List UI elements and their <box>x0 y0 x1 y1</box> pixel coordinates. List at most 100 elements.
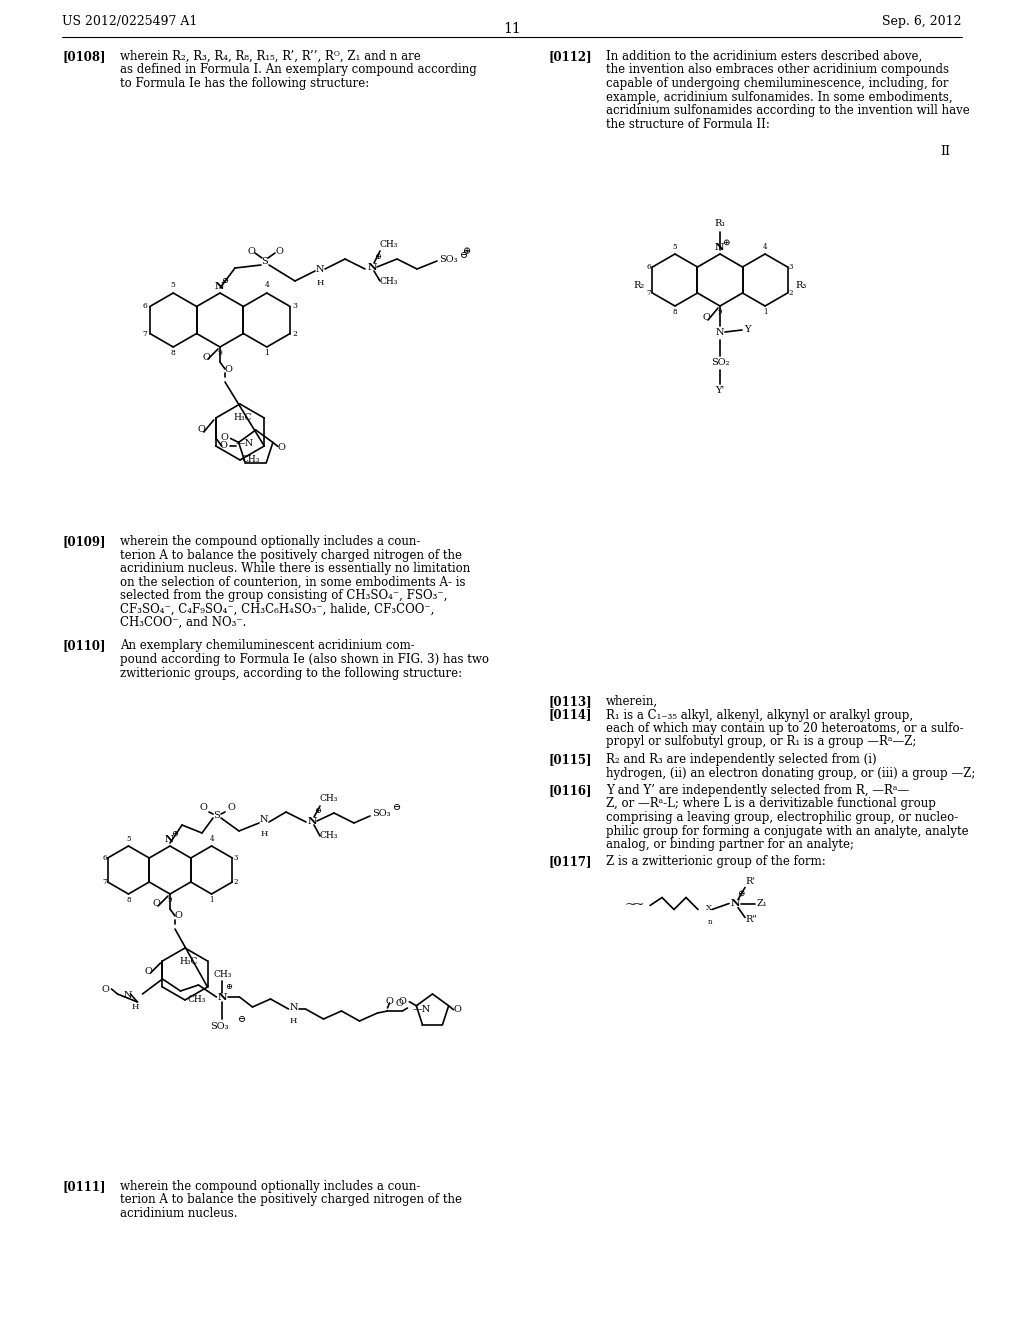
Text: —N: —N <box>413 1005 431 1014</box>
Text: O: O <box>198 425 206 434</box>
Text: [0108]: [0108] <box>62 50 105 63</box>
Text: ⊕: ⊕ <box>171 830 178 838</box>
Text: N: N <box>368 263 377 272</box>
Text: Sep. 6, 2012: Sep. 6, 2012 <box>883 15 962 28</box>
Text: US 2012/0225497 A1: US 2012/0225497 A1 <box>62 15 198 28</box>
Text: N: N <box>289 1002 298 1011</box>
Text: R₂: R₂ <box>633 281 644 289</box>
Text: 4: 4 <box>763 243 767 251</box>
Text: ⊕: ⊕ <box>722 238 730 247</box>
Text: CF₃SO₄⁻, C₄F₉SO₄⁻, CH₃C₆H₄SO₃⁻, halide, CF₃COO⁻,: CF₃SO₄⁻, C₄F₉SO₄⁻, CH₃C₆H₄SO₃⁻, halide, … <box>120 602 434 615</box>
Text: O: O <box>275 247 283 256</box>
Text: 9: 9 <box>217 348 222 356</box>
Text: CH₃: CH₃ <box>380 240 398 249</box>
Text: analog, or binding partner for an analyte;: analog, or binding partner for an analyt… <box>606 838 854 851</box>
Text: terion A to balance the positively charged nitrogen of the: terion A to balance the positively charg… <box>120 1193 462 1206</box>
Text: 8: 8 <box>673 308 677 315</box>
Text: O: O <box>220 441 227 450</box>
Text: O: O <box>702 314 710 322</box>
Text: each of which may contain up to 20 heteroatoms, or a sulfo-: each of which may contain up to 20 heter… <box>606 722 964 735</box>
Text: H: H <box>316 279 324 286</box>
Text: ⊖: ⊖ <box>239 1015 247 1023</box>
Text: N: N <box>315 264 325 273</box>
Text: Z is a zwitterionic group of the form:: Z is a zwitterionic group of the form: <box>606 855 825 869</box>
Text: N: N <box>260 816 268 825</box>
Text: 2: 2 <box>233 878 238 886</box>
Text: capable of undergoing chemiluminescence, including, for: capable of undergoing chemiluminescence,… <box>606 77 948 90</box>
Text: CH₃: CH₃ <box>319 832 338 840</box>
Text: pound according to Formula Ie (also shown in FIG. 3) has two: pound according to Formula Ie (also show… <box>120 653 489 667</box>
Text: 7: 7 <box>143 330 147 338</box>
Text: terion A to balance the positively charged nitrogen of the: terion A to balance the positively charg… <box>120 549 462 561</box>
Text: 6: 6 <box>143 301 147 309</box>
Text: wherein R₂, R₃, R₄, R₈, R₁₅, R’, R’’, Rᴼ, Z₁ and n are: wherein R₂, R₃, R₄, R₈, R₁₅, R’, R’’, Rᴼ… <box>120 50 421 63</box>
Text: ~: ~ <box>625 899 636 912</box>
Text: example, acridinium sulfonamides. In some embodiments,: example, acridinium sulfonamides. In som… <box>606 91 952 103</box>
Text: N: N <box>307 817 316 825</box>
Text: wherein,: wherein, <box>606 696 658 708</box>
Text: O: O <box>101 986 110 994</box>
Text: O: O <box>395 998 403 1007</box>
Text: O: O <box>199 803 207 812</box>
Text: O: O <box>221 433 228 442</box>
Text: H₃C: H₃C <box>179 957 198 965</box>
Text: 3: 3 <box>233 854 238 862</box>
Text: Y and Y’ are independently selected from R, —Rᵃ—: Y and Y’ are independently selected from… <box>606 784 909 797</box>
Text: R": R" <box>745 916 757 924</box>
Text: acridinium sulfonamides according to the invention will have: acridinium sulfonamides according to the… <box>606 104 970 117</box>
Text: 8: 8 <box>171 348 176 356</box>
Text: N: N <box>715 243 724 252</box>
Text: CH₃: CH₃ <box>187 995 206 1005</box>
Text: In addition to the acridinium esters described above,: In addition to the acridinium esters des… <box>606 50 923 63</box>
Text: the invention also embraces other acridinium compounds: the invention also embraces other acridi… <box>606 63 949 77</box>
Text: O: O <box>398 997 407 1006</box>
Text: to Formula Ie has the following structure:: to Formula Ie has the following structur… <box>120 77 370 90</box>
Text: O: O <box>174 912 182 920</box>
Text: CH₃: CH₃ <box>213 970 231 979</box>
Text: S: S <box>261 256 268 265</box>
Text: 7: 7 <box>102 878 106 886</box>
Text: O: O <box>247 247 255 256</box>
Text: zwitterionic groups, according to the following structure:: zwitterionic groups, according to the fo… <box>120 667 462 680</box>
Text: acridinium nucleus.: acridinium nucleus. <box>120 1206 238 1220</box>
Text: [0113]: [0113] <box>548 696 592 708</box>
Text: wherein the compound optionally includes a coun-: wherein the compound optionally includes… <box>120 1180 421 1193</box>
Text: N: N <box>730 899 739 908</box>
Text: R₃: R₃ <box>796 281 807 289</box>
Text: 5: 5 <box>126 836 131 843</box>
Text: O: O <box>227 803 234 812</box>
Text: 9: 9 <box>718 308 722 315</box>
Text: S: S <box>214 810 220 820</box>
Text: 9: 9 <box>168 896 172 904</box>
Text: acridinium nucleus. While there is essentially no limitation: acridinium nucleus. While there is essen… <box>120 562 470 576</box>
Text: 1: 1 <box>209 896 214 904</box>
Text: N: N <box>214 282 224 290</box>
Text: Z₁: Z₁ <box>757 899 768 908</box>
Text: H₃C: H₃C <box>233 413 252 422</box>
Text: Z, or —Rᵃ-L; where L is a derivitizable functional group: Z, or —Rᵃ-L; where L is a derivitizable … <box>606 797 936 810</box>
Text: CH₃: CH₃ <box>242 455 260 465</box>
Text: —N: —N <box>236 438 254 447</box>
Text: ⊕: ⊕ <box>737 888 744 898</box>
Text: 7: 7 <box>647 289 651 297</box>
Text: [0112]: [0112] <box>548 50 592 63</box>
Text: ⊖: ⊖ <box>393 803 401 812</box>
Text: n: n <box>708 917 713 925</box>
Text: O: O <box>144 966 153 975</box>
Text: ⊕: ⊕ <box>375 253 382 261</box>
Text: philic group for forming a conjugate with an analyte, analyte: philic group for forming a conjugate wit… <box>606 825 969 837</box>
Text: selected from the group consisting of CH₃SO₄⁻, FSO₃⁻,: selected from the group consisting of CH… <box>120 589 447 602</box>
Text: Y: Y <box>744 326 751 334</box>
Text: ~: ~ <box>632 899 644 912</box>
Text: [0114]: [0114] <box>548 709 592 722</box>
Text: [0110]: [0110] <box>62 639 105 652</box>
Text: SO₂: SO₂ <box>711 358 729 367</box>
Text: 2: 2 <box>292 330 297 338</box>
Text: 1: 1 <box>763 308 767 315</box>
Text: 8: 8 <box>126 896 131 904</box>
Text: O: O <box>454 1006 462 1014</box>
Text: O: O <box>202 352 210 362</box>
Text: hydrogen, (ii) an electron donating group, or (iii) a group —Z;: hydrogen, (ii) an electron donating grou… <box>606 767 976 780</box>
Text: [0117]: [0117] <box>548 855 592 869</box>
Text: H: H <box>131 1003 138 1011</box>
